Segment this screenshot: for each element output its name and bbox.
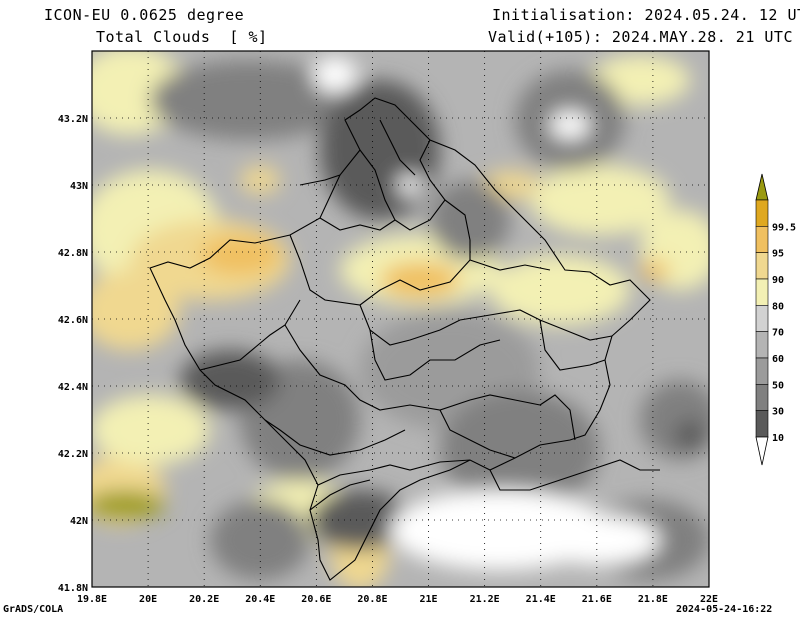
lat-tick-label: 42N [70,516,88,527]
variable-title: Total Clouds [ %] [96,28,268,46]
legend-swatch [755,252,769,280]
lon-tick-label: 20E [139,594,157,605]
legend-level-label: 70 [772,328,784,339]
model-title: ICON-EU 0.0625 degree [44,6,245,24]
legend-level-label: 80 [772,301,784,312]
legend-swatch [755,278,769,306]
lon-tick-label: 20.6E [301,594,331,605]
lon-tick-label: 21.2E [470,594,500,605]
legend-level-label: 95 [772,249,784,260]
lon-tick-label: 21E [420,594,438,605]
cloud-field [92,51,709,587]
lon-tick-label: 19.8E [77,594,107,605]
legend-level-label: 50 [772,380,784,391]
cloud-cover-legend: 10 30 50 60 70 80 90 95 99.5 [755,173,796,466]
init-time: Initialisation: 2024.05.24. 12 UTC [492,6,800,24]
lon-tick-label: 20.2E [189,594,219,605]
legend-level-label: 60 [772,354,784,365]
legend-swatch [755,305,769,332]
legend-level-label: 30 [772,407,784,418]
legend-swatch [755,357,769,385]
lon-tick-label: 22E [700,594,718,605]
valid-time: Valid(+105): 2024.MAY.28. 21 UTC [488,28,793,46]
legend-swatch [755,410,769,438]
lon-tick-label: 20.4E [245,594,275,605]
legend-bottom-arrow [755,436,769,466]
lat-tick-label: 41.8N [58,583,88,594]
legend-swatch [755,384,769,411]
lon-tick-label: 20.8E [357,594,387,605]
lat-tick-label: 42.4N [58,382,88,393]
legend-swatch [755,331,769,359]
plot-frame [91,50,710,588]
legend-level-label: 90 [772,275,784,286]
latitude-labels: 41.8N 42N 42.2N 42.4N 42.6N 42.8N 43N 43.2N [58,114,88,594]
graticule [92,51,709,587]
lat-tick-label: 42.2N [58,449,88,460]
lat-tick-label: 42.6N [58,315,88,326]
software-credit: GrADS/COLA [3,604,64,615]
lon-tick-label: 21.6E [582,594,612,605]
lon-tick-label: 21.4E [526,594,556,605]
legend-swatch [755,226,769,253]
longitude-labels: 19.8E 20E 20.2E 20.4E 20.6E 20.8E 21E 21.2E 21.4… [77,594,718,605]
legend-level-label: 99.5 [772,222,796,233]
lat-tick-label: 42.8N [58,248,88,259]
legend-level-label: 10 [772,433,784,444]
legend-swatch [755,199,769,227]
lat-tick-label: 43N [70,181,88,192]
render-timestamp: 2024-05-24-16:22 [676,604,773,615]
region-borders [149,97,660,581]
lat-tick-label: 43.2N [58,114,88,125]
lon-tick-label: 21.8E [638,594,668,605]
legend-top-arrow [755,173,769,201]
